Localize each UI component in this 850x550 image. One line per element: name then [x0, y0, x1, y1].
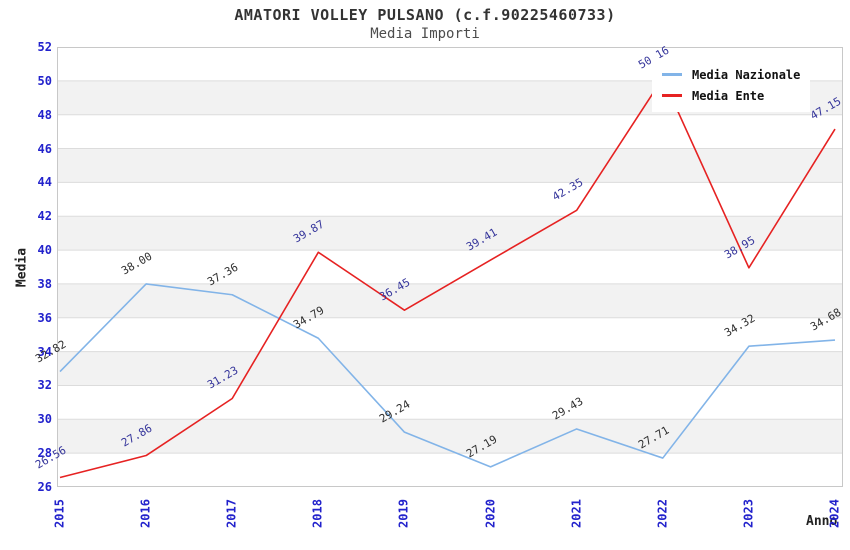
x-tick-label: 2018: [310, 499, 325, 528]
legend-item-media-ente: Media Ente: [662, 85, 800, 106]
x-tick-label: 2015: [52, 499, 67, 528]
y-tick-label: 32: [37, 378, 52, 393]
background-band: [57, 419, 843, 454]
legend-swatch-blue-line-icon: [662, 73, 682, 76]
chart-subtitle: Media Importi: [370, 26, 480, 42]
y-tick-label: 52: [37, 40, 52, 54]
y-tick-label: 30: [37, 412, 52, 427]
legend-label: Media Ente: [692, 88, 765, 103]
x-tick-label: 2024: [827, 499, 842, 528]
legend-label: Media Nazionale: [692, 67, 801, 82]
plot-area: [57, 47, 843, 487]
y-tick-label: 46: [37, 141, 52, 156]
x-tick-label: 2019: [396, 499, 411, 528]
series-line-0: [59, 283, 836, 468]
background-band: [57, 148, 843, 183]
y-tick-label: 42: [37, 209, 52, 224]
y-tick-label: 28: [37, 446, 52, 461]
x-axis-title: Anno: [806, 514, 838, 529]
y-tick-label: 50: [37, 73, 52, 88]
chart-title: AMATORI VOLLEY PULSANO (c.f.90225460733): [234, 6, 616, 24]
y-tick-label: 44: [37, 175, 52, 190]
x-tick-label: 2016: [138, 499, 153, 528]
y-tick-label: 38: [37, 276, 52, 291]
y-tick-label: 34: [37, 344, 52, 359]
x-tick-label: 2017: [224, 499, 239, 528]
x-tick-label: 2022: [655, 499, 670, 528]
x-tick-label: 2023: [741, 499, 756, 528]
background-band: [57, 351, 843, 386]
x-tick-label: 2021: [569, 499, 584, 528]
legend-swatch-red-line-icon: [662, 94, 682, 97]
plot-border: [57, 47, 843, 487]
plot-canvas: [57, 47, 843, 487]
x-tick-label: 2020: [483, 499, 498, 528]
background-band: [57, 216, 843, 251]
legend-item-media-nazionale: Media Nazionale: [662, 64, 800, 85]
y-tick-label: 40: [37, 243, 52, 258]
chart-legend: Media Nazionale Media Ente: [652, 58, 811, 112]
series-line-1: [59, 77, 836, 479]
background-band: [57, 283, 843, 318]
y-tick-label: 26: [37, 480, 52, 494]
y-tick-label: 36: [37, 310, 52, 325]
y-tick-label: 48: [37, 107, 52, 122]
